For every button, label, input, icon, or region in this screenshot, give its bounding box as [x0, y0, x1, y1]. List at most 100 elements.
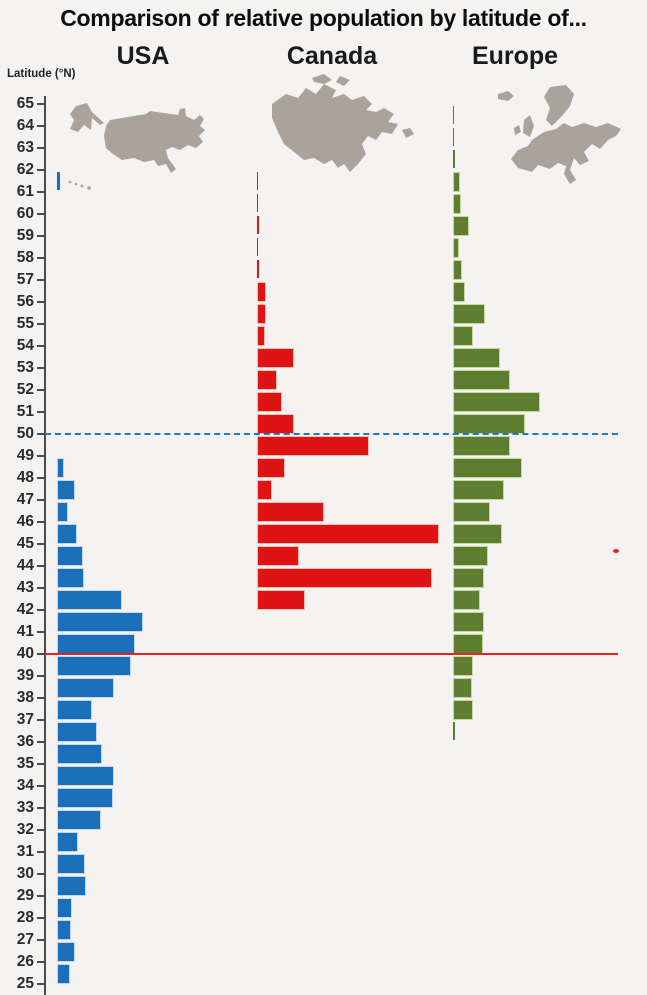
usa-bar-lat-34: [57, 766, 114, 786]
y-tick-label-48: 48: [16, 469, 34, 486]
y-tick-mark-47: [37, 499, 44, 501]
y-tick-mark-62: [37, 169, 44, 171]
y-tick-mark-40: [37, 653, 44, 655]
y-tick-mark-58: [37, 257, 44, 259]
canada-bar-lat-58: [257, 238, 258, 256]
usa-bar-lat-30: [57, 854, 85, 874]
europe-bar-lat-43: [453, 568, 484, 588]
europe-bar-lat-55: [453, 304, 485, 324]
reference-line-lat-40-solid: [45, 653, 618, 655]
usa-bar-lat-42: [57, 590, 122, 610]
y-tick-mark-42: [37, 609, 44, 611]
y-tick-label-38: 38: [16, 689, 34, 706]
europe-bar-lat-41: [453, 612, 484, 632]
usa-bar-lat-45: [57, 524, 77, 544]
canada-bar-lat-60: [257, 194, 258, 212]
red-dot-annotation: [613, 549, 619, 553]
y-tick-mark-52: [37, 389, 44, 391]
canada-mainland-shape: [272, 84, 398, 172]
maritime-island-shape: [402, 128, 414, 138]
hawaii-island: [74, 182, 78, 186]
usa-map-silhouette: [68, 103, 205, 190]
europe-bar-lat-42: [453, 590, 480, 610]
y-tick-label-60: 60: [16, 205, 34, 222]
usa-bar-lat-39: [57, 656, 131, 676]
canada-bar-lat-48: [257, 458, 285, 478]
usa-bar-lat-35: [57, 744, 102, 764]
alaska-shape: [70, 103, 104, 132]
y-tick-label-31: 31: [16, 843, 34, 860]
iceland-shape: [498, 91, 514, 101]
scandinavia-shape: [544, 85, 574, 126]
y-tick-label-27: 27: [16, 931, 34, 948]
usa-bar-lat-29: [57, 876, 86, 896]
y-tick-mark-25: [37, 983, 44, 985]
usa-bar-lat-40: [57, 634, 135, 654]
y-tick-mark-30: [37, 873, 44, 875]
y-tick-label-45: 45: [16, 535, 34, 552]
usa-bar-lat-41: [57, 612, 143, 632]
y-tick-label-46: 46: [16, 513, 34, 530]
europe-bar-lat-58: [453, 238, 459, 258]
usa-bar-lat-33: [57, 788, 113, 808]
y-tick-label-54: 54: [16, 337, 34, 354]
canada-bar-lat-57: [257, 260, 259, 278]
usa-bar-lat-47: [57, 480, 75, 500]
europe-bar-lat-52: [453, 370, 510, 390]
y-tick-mark-54: [37, 345, 44, 347]
y-tick-label-36: 36: [16, 733, 34, 750]
y-tick-label-50: 50: [16, 425, 34, 442]
europe-bar-lat-46: [453, 502, 490, 522]
y-tick-mark-51: [37, 411, 44, 413]
europe-bar-lat-37: [453, 700, 473, 720]
europe-bar-lat-38: [453, 678, 472, 698]
europe-bar-lat-56: [453, 282, 465, 302]
y-tick-label-39: 39: [16, 667, 34, 684]
europe-mainland-shape: [511, 123, 621, 184]
y-tick-mark-61: [37, 191, 44, 193]
y-axis-line: [44, 96, 46, 995]
usa-bar-lat-46: [57, 502, 68, 522]
y-tick-mark-27: [37, 939, 44, 941]
y-tick-label-62: 62: [16, 161, 34, 178]
y-tick-mark-37: [37, 719, 44, 721]
ireland-shape: [514, 125, 521, 135]
europe-bar-lat-47: [453, 480, 504, 500]
y-tick-label-59: 59: [16, 227, 34, 244]
y-tick-label-40: 40: [16, 645, 34, 662]
y-tick-label-35: 35: [16, 755, 34, 772]
y-tick-mark-57: [37, 279, 44, 281]
y-tick-mark-48: [37, 477, 44, 479]
y-tick-label-34: 34: [16, 777, 34, 794]
y-tick-label-57: 57: [16, 271, 34, 288]
column-header-canada: Canada: [286, 42, 378, 70]
canada-bar-lat-45: [257, 524, 439, 544]
y-tick-mark-64: [37, 125, 44, 127]
europe-bar-lat-64: [453, 106, 454, 124]
y-tick-label-26: 26: [16, 953, 34, 970]
y-tick-mark-63: [37, 147, 44, 149]
canada-bar-lat-53: [257, 348, 294, 368]
y-tick-label-29: 29: [16, 887, 34, 904]
europe-bar-lat-40: [453, 634, 483, 654]
europe-bar-lat-45: [453, 524, 502, 544]
usa-bar-lat-38: [57, 678, 114, 698]
europe-bar-lat-54: [453, 326, 473, 346]
y-tick-mark-29: [37, 895, 44, 897]
column-header-europe: Europe: [471, 42, 559, 70]
y-tick-label-61: 61: [16, 183, 34, 200]
arctic-island-shape: [312, 74, 332, 84]
hawaii-island: [80, 184, 84, 188]
y-tick-label-58: 58: [16, 249, 34, 266]
y-axis-caption: Latitude (°N): [7, 68, 76, 80]
europe-bar-lat-60: [453, 194, 461, 214]
y-tick-mark-32: [37, 829, 44, 831]
europe-bar-lat-44: [453, 546, 488, 566]
usa-bar-lat-44: [57, 546, 83, 566]
y-tick-label-47: 47: [16, 491, 34, 508]
canada-bar-lat-52: [257, 370, 277, 390]
y-tick-mark-45: [37, 543, 44, 545]
y-tick-label-49: 49: [16, 447, 34, 464]
europe-bar-lat-61: [453, 172, 460, 192]
canada-bar-lat-55: [257, 304, 266, 324]
